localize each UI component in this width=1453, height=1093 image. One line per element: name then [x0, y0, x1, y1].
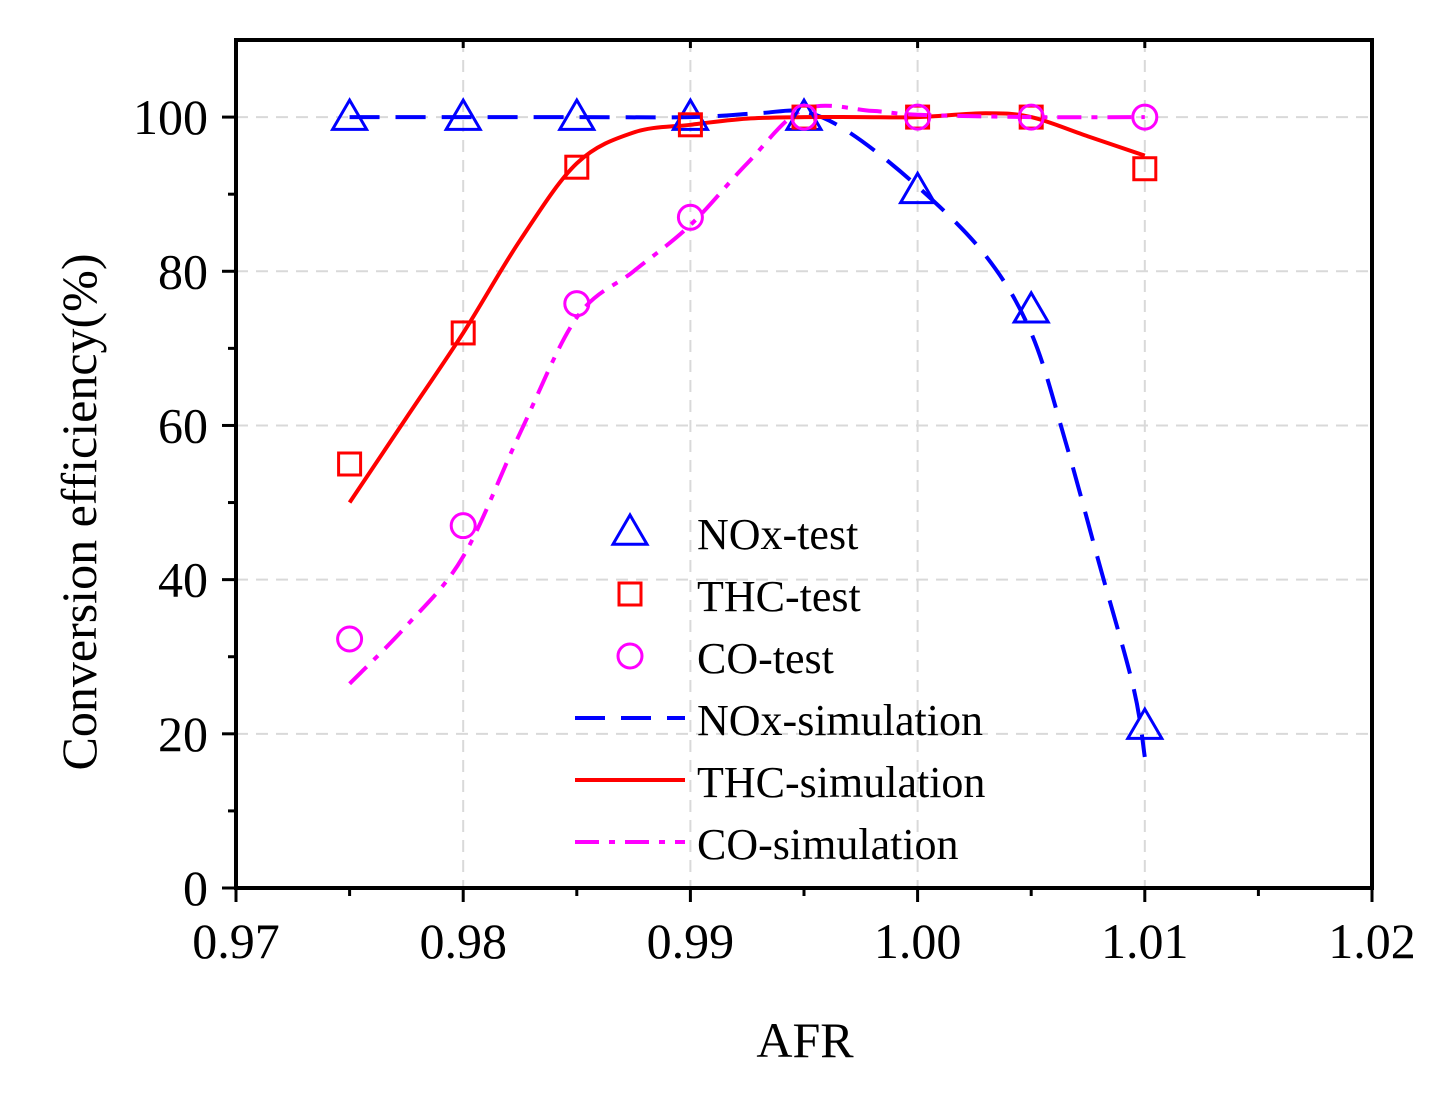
data-point-co-test: [1131, 103, 1159, 131]
data-point-co-test: [790, 103, 818, 131]
x-tick-label: 0.99: [647, 913, 735, 969]
simulation-lines: [347, 103, 1147, 758]
y-tick-label: 80: [158, 243, 208, 299]
x-tick-label: 0.98: [419, 913, 507, 969]
x-tick-label: 1.01: [1101, 913, 1189, 969]
x-tick-label: 0.97: [192, 913, 280, 969]
data-point-thc-test: [450, 320, 476, 346]
y-tick-label: 0: [183, 860, 208, 916]
y-tick-label: 40: [158, 552, 208, 608]
data-point-co-test: [563, 290, 591, 318]
legend-label-co-test: CO-test: [697, 634, 834, 683]
data-point-co-test: [904, 103, 932, 131]
x-tick-label: 1.00: [874, 913, 962, 969]
data-point-nox-test: [1125, 706, 1165, 740]
data-point-thc-test: [677, 112, 703, 138]
data-point-co-test: [1017, 103, 1045, 131]
test-markers: [329, 97, 1165, 740]
data-point-thc-test: [337, 451, 363, 477]
data-point-nox-test: [1011, 289, 1051, 324]
x-tick-label: 1.02: [1328, 913, 1416, 969]
legend-label-thc-simulation: THC-simulation: [697, 758, 985, 807]
y-tick-label: 60: [158, 397, 208, 453]
ticks: 0.97 0.98 0.99 1.00 1.01 1.02 0 20 40 60 80 100: [133, 40, 1416, 969]
legend: NOx-test THC-test CO-test NOx-simulation THC…: [575, 510, 985, 869]
y-axis-label: Conversion efficiency(%): [51, 254, 107, 771]
data-point-thc-test: [1132, 156, 1158, 182]
y-tick-label: 20: [158, 706, 208, 762]
data-point-co-test: [336, 625, 364, 653]
data-point-thc-test: [564, 154, 590, 180]
legend-label-co-simulation: CO-simulation: [697, 820, 959, 869]
data-point-nox-test: [329, 97, 370, 131]
data-point-nox-test: [557, 97, 597, 131]
legend-label-thc-test: THC-test: [697, 572, 861, 621]
data-point-nox-test: [443, 97, 483, 131]
legend-label-nox-simulation: NOx-simulation: [697, 696, 983, 745]
series-line-co-simulation: [348, 103, 1145, 686]
data-point-nox-test: [897, 170, 938, 205]
data-point-co-test: [676, 203, 704, 231]
series-line-nox-simulation: [349, 108, 1147, 758]
legend-symbol-thc-test: [617, 581, 643, 607]
legend-symbol-nox-test: [610, 512, 650, 546]
x-axis-label: AFR: [756, 1012, 854, 1068]
legend-symbol-co-test: [616, 642, 644, 670]
data-point-co-test: [449, 512, 477, 540]
y-tick-label: 100: [133, 89, 208, 145]
series-line-thc-simulation: [347, 111, 1146, 504]
legend-label-nox-test: NOx-test: [697, 510, 858, 559]
